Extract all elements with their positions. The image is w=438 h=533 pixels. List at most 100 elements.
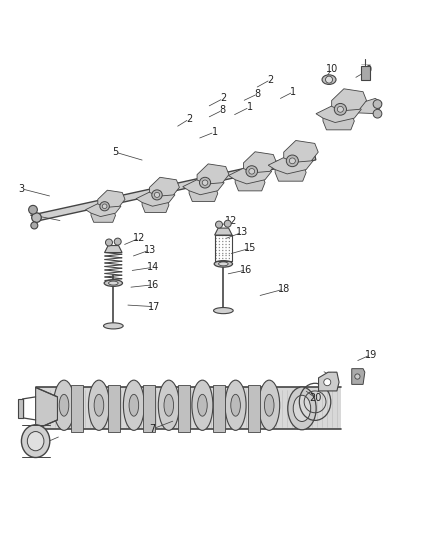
Text: 16: 16 <box>240 265 252 275</box>
Circle shape <box>373 109 382 118</box>
Ellipse shape <box>219 262 228 266</box>
Text: 17: 17 <box>148 302 161 312</box>
Text: 1: 1 <box>290 87 296 97</box>
Polygon shape <box>316 102 361 123</box>
Polygon shape <box>85 200 121 216</box>
Circle shape <box>31 222 38 229</box>
Circle shape <box>106 239 113 246</box>
Ellipse shape <box>27 432 44 451</box>
Polygon shape <box>268 154 313 174</box>
Polygon shape <box>352 369 365 384</box>
Ellipse shape <box>259 380 280 430</box>
Text: 15: 15 <box>244 243 257 253</box>
Ellipse shape <box>290 158 295 164</box>
Polygon shape <box>36 153 316 221</box>
Bar <box>18 399 23 418</box>
Text: 20: 20 <box>310 393 322 403</box>
Ellipse shape <box>293 395 311 422</box>
Polygon shape <box>229 164 272 184</box>
Bar <box>35 387 341 430</box>
Polygon shape <box>91 208 116 222</box>
Text: 8: 8 <box>219 105 226 115</box>
Text: 3: 3 <box>18 184 25 194</box>
Text: 12: 12 <box>225 216 237 225</box>
Ellipse shape <box>249 168 254 174</box>
Text: 18: 18 <box>278 284 290 294</box>
Ellipse shape <box>94 394 104 416</box>
Polygon shape <box>183 176 224 195</box>
Polygon shape <box>332 89 367 111</box>
Text: 10: 10 <box>325 64 338 74</box>
Text: 2: 2 <box>186 114 192 124</box>
Ellipse shape <box>199 177 211 188</box>
Polygon shape <box>275 164 306 181</box>
Polygon shape <box>98 190 125 207</box>
Ellipse shape <box>103 323 123 329</box>
Ellipse shape <box>231 394 240 416</box>
Text: 11: 11 <box>35 440 47 450</box>
Circle shape <box>325 76 332 83</box>
Ellipse shape <box>152 190 162 200</box>
Ellipse shape <box>154 192 159 197</box>
Ellipse shape <box>288 387 316 430</box>
Ellipse shape <box>202 180 208 185</box>
Ellipse shape <box>214 261 233 267</box>
Polygon shape <box>105 246 122 253</box>
Text: 12: 12 <box>133 233 146 243</box>
Text: 5: 5 <box>112 147 118 157</box>
Ellipse shape <box>124 380 145 430</box>
Text: 19: 19 <box>365 350 377 360</box>
Polygon shape <box>244 152 277 173</box>
Ellipse shape <box>164 394 173 416</box>
Ellipse shape <box>265 394 274 416</box>
Ellipse shape <box>109 281 118 285</box>
Ellipse shape <box>53 380 74 430</box>
Ellipse shape <box>334 103 346 115</box>
Text: 9: 9 <box>365 65 371 75</box>
Text: 13: 13 <box>144 245 156 255</box>
Circle shape <box>114 238 121 245</box>
Ellipse shape <box>225 380 246 430</box>
Polygon shape <box>323 112 354 130</box>
Circle shape <box>224 220 231 227</box>
Text: 13: 13 <box>236 228 248 237</box>
Bar <box>361 66 370 79</box>
Ellipse shape <box>104 280 123 286</box>
Ellipse shape <box>100 201 110 211</box>
Text: 21: 21 <box>326 372 339 382</box>
Polygon shape <box>235 174 265 191</box>
Polygon shape <box>351 99 382 114</box>
Bar <box>143 385 155 432</box>
Polygon shape <box>35 387 57 430</box>
Text: 2: 2 <box>267 75 274 85</box>
Circle shape <box>373 100 382 108</box>
Polygon shape <box>215 228 232 235</box>
Ellipse shape <box>192 380 213 430</box>
Bar <box>108 385 120 432</box>
Polygon shape <box>284 141 318 162</box>
Text: 16: 16 <box>146 280 159 290</box>
Ellipse shape <box>214 308 233 313</box>
Bar <box>248 385 260 432</box>
Polygon shape <box>149 177 180 196</box>
Polygon shape <box>197 164 229 184</box>
Circle shape <box>324 379 331 386</box>
Ellipse shape <box>246 166 258 177</box>
Ellipse shape <box>337 107 343 112</box>
Polygon shape <box>189 185 218 201</box>
Text: 7: 7 <box>149 424 156 434</box>
Text: 8: 8 <box>254 89 261 99</box>
Ellipse shape <box>59 394 69 416</box>
Polygon shape <box>142 197 169 213</box>
Ellipse shape <box>158 380 179 430</box>
Ellipse shape <box>198 394 207 416</box>
Text: 1: 1 <box>212 127 218 137</box>
Ellipse shape <box>322 75 336 84</box>
Circle shape <box>28 205 37 214</box>
Bar <box>178 385 190 432</box>
Polygon shape <box>318 372 339 391</box>
Text: 1: 1 <box>247 102 253 112</box>
Ellipse shape <box>129 394 139 416</box>
Text: 6: 6 <box>281 162 287 172</box>
Bar <box>213 385 225 432</box>
